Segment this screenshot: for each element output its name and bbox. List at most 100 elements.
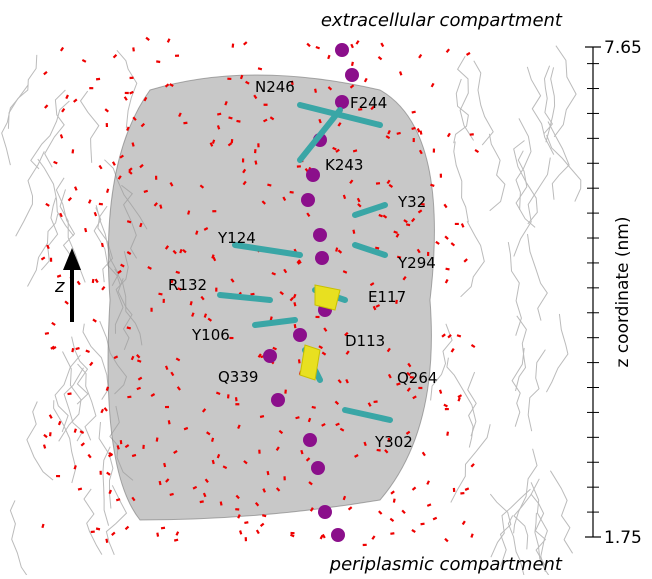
water	[294, 302, 295, 306]
water	[191, 301, 192, 305]
water	[471, 534, 472, 538]
bottom-caption: periplasmic compartment	[329, 554, 563, 575]
water	[457, 335, 461, 336]
water	[346, 379, 348, 383]
water	[183, 123, 187, 124]
water	[157, 533, 158, 537]
water	[333, 148, 337, 150]
water	[316, 47, 320, 48]
water	[205, 314, 206, 318]
top-caption: extracellular compartment	[321, 10, 563, 31]
water	[427, 481, 429, 485]
water	[176, 532, 178, 536]
water	[107, 387, 108, 391]
water	[96, 529, 100, 530]
ion-sphere	[335, 43, 349, 57]
water	[440, 390, 441, 394]
water	[75, 429, 76, 433]
water	[89, 200, 91, 204]
water	[66, 95, 68, 99]
residue-label: Y124	[217, 229, 256, 247]
water	[54, 162, 58, 163]
ion-sphere	[318, 505, 332, 519]
y-tick-label: 1.75	[604, 528, 642, 548]
water	[137, 360, 141, 361]
water	[211, 143, 213, 147]
water	[430, 185, 434, 186]
water	[78, 489, 82, 490]
water	[294, 294, 296, 298]
water	[60, 213, 62, 217]
water	[214, 257, 216, 261]
water	[164, 463, 165, 467]
water	[299, 359, 300, 363]
water	[213, 460, 214, 464]
water	[446, 269, 450, 270]
water	[301, 450, 302, 454]
water	[397, 133, 401, 134]
water	[406, 224, 410, 225]
residue-label: E117	[368, 288, 406, 306]
water	[144, 191, 148, 192]
water	[184, 428, 188, 429]
water	[127, 397, 131, 398]
ion-sphere	[303, 433, 317, 447]
water	[260, 416, 264, 417]
water	[268, 471, 269, 475]
water	[137, 388, 141, 389]
water	[244, 522, 248, 523]
water	[118, 445, 119, 449]
water	[174, 540, 178, 541]
water	[107, 189, 108, 193]
water	[427, 504, 431, 506]
water	[109, 455, 113, 457]
water	[218, 454, 219, 458]
residue-label: D113	[345, 332, 385, 350]
water	[309, 418, 310, 422]
ion-sphere	[263, 349, 277, 363]
water	[109, 490, 111, 494]
water	[465, 488, 469, 490]
ion-sphere	[293, 328, 307, 342]
water	[101, 409, 103, 413]
water	[462, 224, 464, 228]
ion-sphere	[271, 393, 285, 407]
water	[433, 518, 437, 520]
water	[221, 502, 222, 506]
water	[180, 249, 181, 253]
water	[336, 248, 337, 252]
water	[343, 271, 347, 273]
water	[96, 79, 100, 80]
water	[75, 187, 77, 191]
water	[218, 125, 219, 129]
water	[200, 501, 204, 502]
water	[394, 499, 395, 503]
water	[102, 243, 103, 247]
water	[196, 231, 197, 235]
water	[204, 493, 206, 497]
residue-label: N246	[255, 78, 295, 96]
water	[156, 61, 160, 62]
water	[42, 524, 43, 528]
water	[272, 273, 276, 275]
water	[213, 140, 214, 144]
residue-label: Y302	[374, 433, 413, 451]
water	[59, 421, 60, 425]
water	[238, 515, 240, 519]
water	[85, 228, 86, 232]
water	[251, 294, 255, 295]
water	[447, 432, 448, 436]
water	[336, 424, 340, 425]
ion-sphere	[311, 461, 325, 475]
water	[133, 143, 134, 147]
water	[353, 230, 354, 234]
water	[225, 101, 226, 105]
water	[127, 327, 131, 328]
residue-label: Q264	[397, 369, 437, 387]
water	[390, 533, 394, 534]
water	[161, 528, 165, 529]
water	[412, 128, 416, 129]
y-tick-label: 7.65	[604, 38, 642, 58]
water	[400, 71, 401, 75]
